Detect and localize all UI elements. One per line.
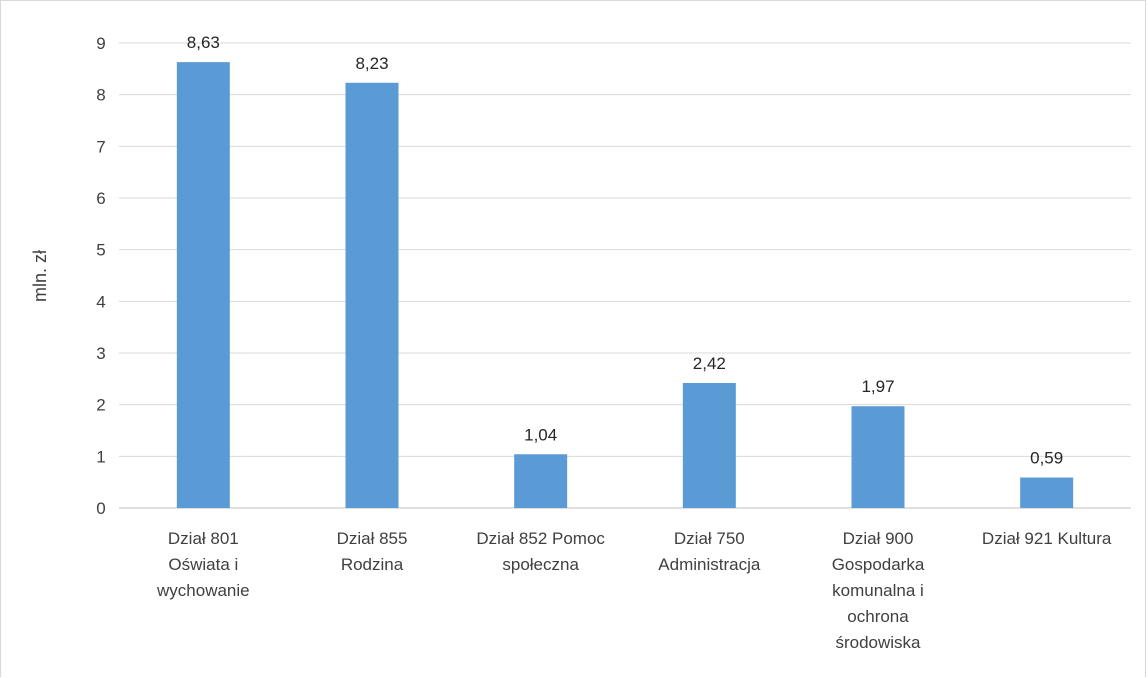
data-label: 0,59 [1030, 449, 1063, 468]
y-tick-label: 5 [96, 241, 105, 260]
y-tick-label: 1 [96, 447, 105, 466]
bars [176, 62, 1074, 509]
bar [682, 382, 736, 508]
bar [345, 82, 399, 509]
bar [1020, 477, 1074, 508]
bar [176, 62, 230, 508]
x-tick-label-line: Oświata i [168, 555, 238, 574]
data-label: 8,63 [187, 33, 220, 52]
x-tick-label-line: Dział 852 Pomoc [476, 529, 605, 548]
x-tick-label-line: Dział 921 Kultura [982, 529, 1112, 548]
x-tick-label: Dział 852 Pomoc społeczna [476, 529, 605, 574]
x-tick-label-line: Dział 900 [843, 529, 914, 548]
bar [851, 406, 905, 508]
y-tick-label: 7 [96, 137, 105, 156]
x-tick-label: Dział 801 Oświata i wychowanie [156, 529, 250, 600]
gridlines [119, 42, 1131, 509]
y-tick-label: 0 [96, 499, 105, 518]
x-tick-label-line: Gospodarka [832, 555, 925, 574]
x-tick-label-line: środowiska [835, 633, 921, 652]
data-labels: 8,63 8,23 1,04 2,42 1,97 0,59 [187, 33, 1063, 467]
data-label: 1,04 [524, 425, 557, 444]
x-tick-label: Dział 750 Administracja [658, 529, 761, 574]
data-label: 1,97 [861, 377, 894, 396]
x-tick-label: Dział 900 Gospodarka komunalna i ochrona śro… [832, 529, 925, 652]
y-tick-label: 3 [96, 344, 105, 363]
data-label: 8,23 [355, 54, 388, 73]
x-tick-label: Dział 855 Rodzina [337, 529, 408, 574]
bar [514, 454, 568, 508]
x-tick-label-line: społeczna [502, 555, 579, 574]
x-tick-label-line: Dział 801 [168, 529, 239, 548]
x-tick-label-line: wychowanie [156, 581, 250, 600]
x-axis-ticks: Dział 801 Oświata i wychowanie Dział 855 Rod… [156, 529, 1112, 652]
y-axis-title: mln. zł [30, 250, 50, 302]
y-tick-label: 6 [96, 189, 105, 208]
x-tick-label-line: Dział 750 [674, 529, 745, 548]
x-tick-label-line: Dział 855 [337, 529, 408, 548]
x-tick-label: Dział 921 Kultura [982, 529, 1112, 548]
y-tick-label: 8 [96, 86, 105, 105]
y-axis-ticks: 0 1 2 3 4 5 6 7 8 9 [96, 34, 105, 518]
x-tick-label-line: ochrona [847, 607, 909, 626]
x-tick-label-line: komunalna i [832, 581, 924, 600]
x-tick-label-line: Rodzina [341, 555, 404, 574]
x-tick-label-line: Administracja [658, 555, 761, 574]
y-tick-label: 2 [96, 396, 105, 415]
y-tick-label: 9 [96, 34, 105, 53]
data-label: 2,42 [693, 354, 726, 373]
y-tick-label: 4 [96, 292, 105, 311]
